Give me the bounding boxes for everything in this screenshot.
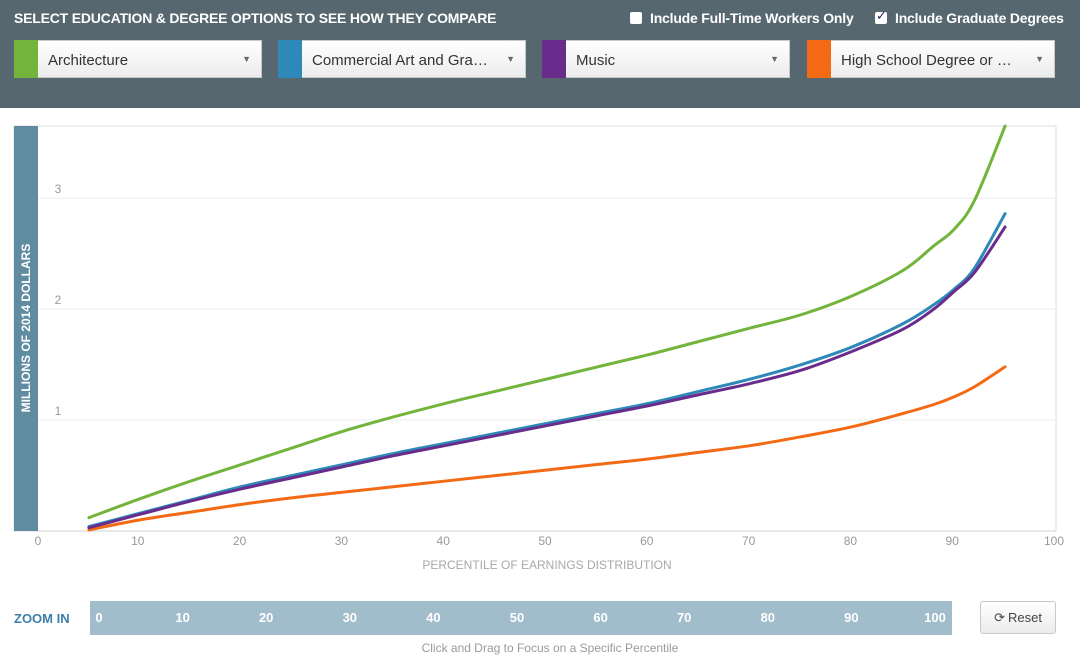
x-tick-label: 40 [437, 534, 451, 548]
refresh-icon: ⟳ [994, 609, 1005, 625]
graduate-degrees-option[interactable]: Include Graduate Degrees [875, 8, 1064, 26]
series-color-swatch [542, 40, 566, 78]
chevron-down-icon: ▼ [1035, 54, 1044, 64]
select-field[interactable]: High School Degree or … ▼ [831, 40, 1055, 78]
x-tick-label: 70 [742, 534, 756, 548]
series-line-2 [87, 212, 1007, 529]
y-tick-label: 2 [55, 293, 62, 307]
fulltime-label: Include Full-Time Workers Only [650, 10, 854, 26]
select-architecture[interactable]: Architecture ▼ [14, 40, 262, 78]
x-tick-label: 10 [131, 534, 145, 548]
series-color-swatch [807, 40, 831, 78]
x-tick-label: 30 [335, 534, 349, 548]
x-tick-label: 100 [1044, 534, 1064, 548]
x-tick-label: 90 [946, 534, 960, 548]
x-axis-label: PERCENTILE OF EARNINGS DISTRIBUTION [422, 558, 671, 572]
y-tick-label: 1 [55, 404, 62, 418]
select-field[interactable]: Commercial Art and Gra… ▼ [302, 40, 526, 78]
x-tick-label: 20 [233, 534, 247, 548]
y-axis-label: MILLIONS OF 2014 DOLLARS [19, 243, 33, 413]
select-value: Architecture [48, 52, 129, 69]
select-music[interactable]: Music ▼ [542, 40, 790, 78]
select-field[interactable]: Architecture ▼ [38, 40, 262, 78]
graduate-label: Include Graduate Degrees [895, 10, 1064, 26]
zoom-tick: 70 [676, 610, 692, 625]
select-value: Commercial Art and Gra… [312, 52, 488, 69]
zoom-tick: 60 [593, 610, 608, 625]
zoom-tick: 90 [844, 610, 859, 625]
plot-area [13, 125, 1057, 532]
zoom-tick: 10 [175, 610, 190, 625]
chevron-down-icon: ▼ [770, 54, 779, 64]
reset-button[interactable]: ⟳ Reset [980, 601, 1056, 634]
zoom-hint: Click and Drag to Focus on a Specific Pe… [421, 641, 679, 655]
select-commercial-art[interactable]: Commercial Art and Gra… ▼ [278, 40, 526, 78]
zoom-label: ZOOM IN [14, 611, 70, 626]
filter-title: SELECT EDUCATION & DEGREE OPTIONS TO SEE… [14, 10, 497, 26]
select-value: Music [576, 52, 616, 69]
zoom-range-bar[interactable]: 0 10 20 30 40 50 60 70 80 90 100 [90, 601, 952, 635]
zoom-tick: 30 [342, 610, 358, 625]
zoom-tick: 100 [924, 610, 946, 625]
zoom-tick: 40 [426, 610, 441, 625]
y-axis-label-bar [14, 126, 38, 531]
chevron-down-icon: ▼ [242, 54, 251, 64]
series-line-4 [87, 365, 1007, 532]
select-high-school[interactable]: High School Degree or … ▼ [807, 40, 1055, 78]
graduate-checkbox[interactable] [875, 8, 887, 24]
x-tick-label: 50 [538, 534, 552, 548]
series-color-swatch [14, 40, 38, 78]
series-color-swatch [278, 40, 302, 78]
zoom-tick: 80 [760, 610, 776, 625]
series-line-1 [87, 124, 1007, 520]
y-tick-label: 3 [55, 182, 62, 196]
zoom-tick: 20 [258, 610, 274, 625]
x-tick-label: 80 [844, 534, 858, 548]
chevron-down-icon: ▼ [506, 54, 515, 64]
select-field[interactable]: Music ▼ [566, 40, 790, 78]
fulltime-checkbox[interactable] [630, 12, 642, 24]
select-value: High School Degree or … [841, 52, 1012, 69]
fulltime-workers-option[interactable]: Include Full-Time Workers Only [630, 10, 854, 26]
filter-bar: SELECT EDUCATION & DEGREE OPTIONS TO SEE… [0, 0, 1080, 108]
x-tick-label: 60 [640, 534, 654, 548]
x-tick-label: 0 [35, 534, 42, 548]
zoom-tick: 0 [95, 610, 103, 625]
series-line-3 [87, 225, 1007, 530]
zoom-tick: 50 [509, 610, 525, 625]
reset-label: Reset [1007, 610, 1042, 625]
